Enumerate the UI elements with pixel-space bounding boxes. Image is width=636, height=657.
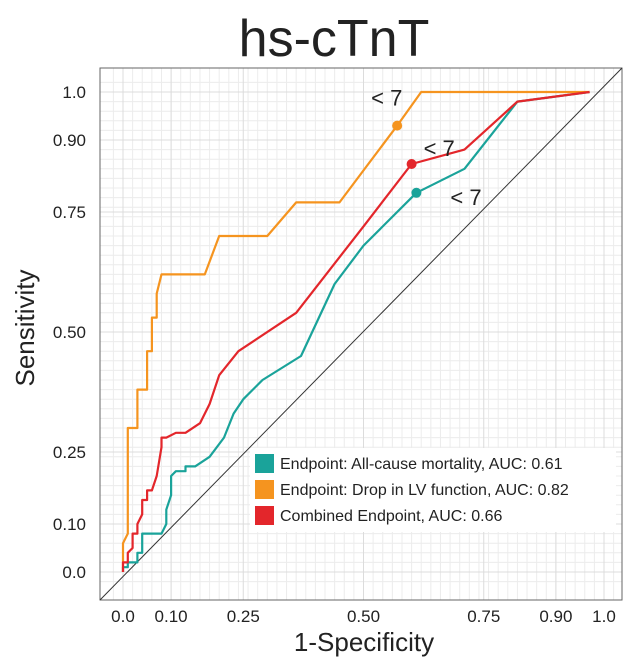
y-tick-label: 0.10 bbox=[53, 515, 86, 534]
legend-background bbox=[250, 448, 616, 532]
legend-swatch-2 bbox=[255, 480, 274, 499]
y-tick-label: 1.0 bbox=[62, 83, 86, 102]
y-tick-label: 0.90 bbox=[53, 131, 86, 150]
chart-title: hs-cTnT bbox=[239, 10, 430, 68]
threshold-point-3 bbox=[406, 159, 417, 169]
plot-frame bbox=[99, 67, 623, 601]
threshold-label-3: < 7 bbox=[424, 136, 455, 161]
x-axis-ticks: 0.0 0.10 0.25 0.50 0.75 0.90 1.0 bbox=[111, 607, 616, 626]
roc-curve-2 bbox=[121, 90, 590, 572]
legend-swatch-3 bbox=[255, 506, 274, 525]
threshold-point-2 bbox=[392, 120, 403, 131]
roc-curve-1 bbox=[121, 90, 590, 572]
y-axis-ticks: 0.0 0.10 0.25 0.50 0.75 0.90 1.0 bbox=[53, 83, 86, 582]
x-tick-label: 0.10 bbox=[155, 607, 188, 626]
x-tick-label: 0.0 bbox=[111, 607, 135, 626]
x-axis-title: 1-Specificity bbox=[294, 627, 434, 657]
y-tick-label: 0.50 bbox=[53, 323, 86, 342]
y-tick-label: 0.25 bbox=[53, 443, 86, 462]
roc-curve-3 bbox=[121, 90, 590, 572]
x-tick-label: 0.50 bbox=[347, 607, 380, 626]
x-tick-label: 0.25 bbox=[227, 607, 260, 626]
x-tick-label: 0.90 bbox=[539, 607, 572, 626]
legend-label-1: Endpoint: All-cause mortality, AUC: 0.61 bbox=[280, 456, 563, 473]
x-tick-label: 1.0 bbox=[592, 607, 616, 626]
legend: Endpoint: All-cause mortality, AUC: 0.61… bbox=[250, 448, 616, 532]
y-axis-title: Sensitivity bbox=[10, 269, 40, 386]
legend-label-3: Combined Endpoint, AUC: 0.66 bbox=[280, 508, 502, 525]
threshold-label-2: < 7 bbox=[371, 86, 402, 111]
threshold-markers: < 7 < 7 < 7 bbox=[371, 86, 481, 210]
legend-swatch-1 bbox=[255, 454, 274, 473]
threshold-label-1: < 7 bbox=[450, 185, 481, 210]
x-tick-label: 0.75 bbox=[467, 607, 500, 626]
roc-curves bbox=[121, 90, 590, 572]
threshold-point-1 bbox=[411, 187, 422, 198]
y-tick-label: 0.75 bbox=[53, 203, 86, 222]
y-tick-label: 0.0 bbox=[62, 563, 86, 582]
reference-diagonal bbox=[99, 67, 623, 601]
legend-label-2: Endpoint: Drop in LV function, AUC: 0.82 bbox=[280, 482, 569, 499]
